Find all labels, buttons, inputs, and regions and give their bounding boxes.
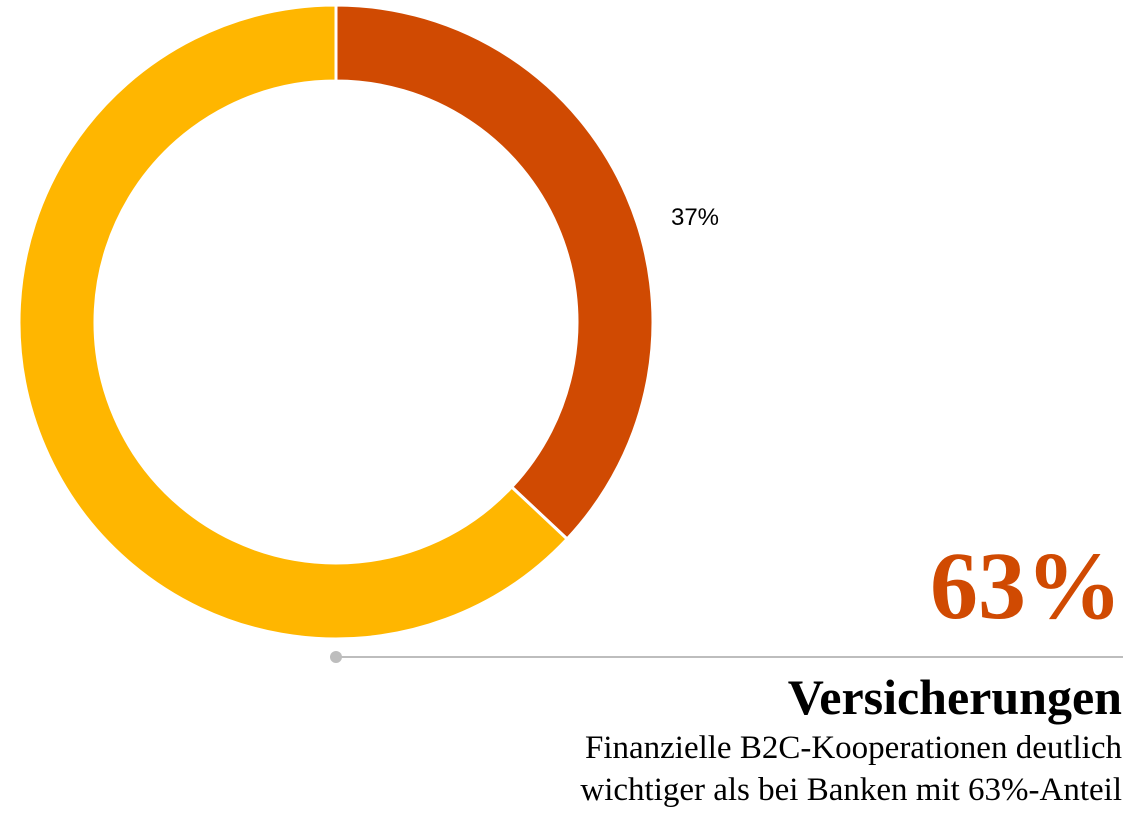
callout-dot bbox=[330, 651, 342, 663]
slice-label: 37% bbox=[671, 204, 719, 231]
callout-value: 63% bbox=[930, 532, 1122, 639]
donut bbox=[17, 3, 655, 641]
slice bbox=[334, 3, 655, 542]
callout-text: wichtiger als bei Banken mit 63%-Anteil bbox=[580, 772, 1122, 808]
callout-title: Versicherungen bbox=[788, 669, 1122, 725]
callout-text: Finanzielle B2C-Kooperationen deutlich bbox=[585, 730, 1123, 766]
slice bbox=[17, 3, 570, 641]
